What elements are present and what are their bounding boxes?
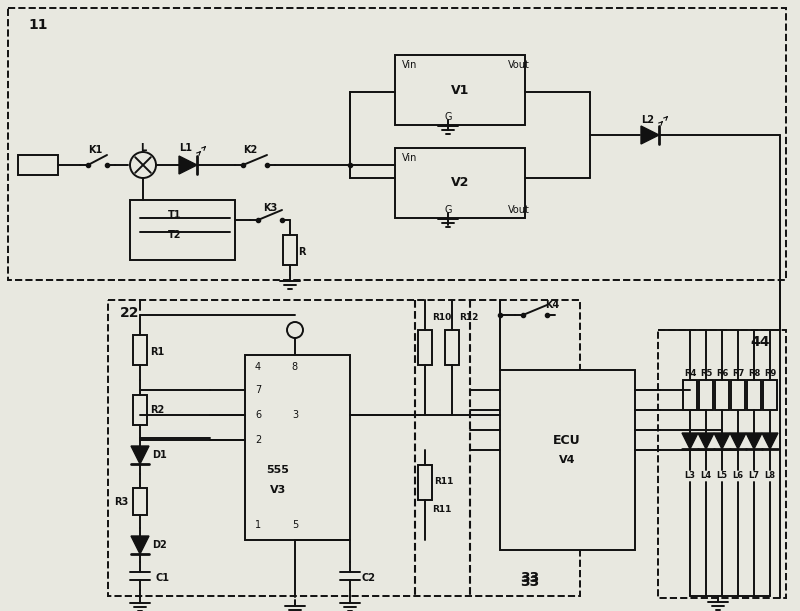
Text: 11: 11 [28,18,47,32]
Text: Vout: Vout [508,205,530,215]
Circle shape [130,152,156,178]
Bar [283,235,297,265]
Bar [763,380,777,410]
Text: L2: L2 [642,115,654,125]
Text: L8: L8 [765,472,775,480]
Bar [245,355,350,540]
Polygon shape [746,433,762,449]
Bar [418,330,432,365]
Text: 8: 8 [292,362,298,372]
Polygon shape [714,433,730,449]
Text: Vin: Vin [402,60,418,70]
Text: K4: K4 [545,300,559,310]
Text: R11: R11 [434,478,454,486]
Text: R2: R2 [150,405,164,415]
Text: R3: R3 [114,497,128,507]
Polygon shape [682,433,698,449]
Text: L7: L7 [749,472,759,480]
Bar [108,300,580,596]
Text: R8: R8 [748,370,760,378]
Text: 33: 33 [520,575,540,589]
Text: L6: L6 [733,472,743,480]
Text: R: R [298,247,306,257]
Text: V4: V4 [558,455,575,465]
Text: R7: R7 [732,370,744,378]
Text: 44: 44 [750,335,770,349]
Text: L3: L3 [685,472,695,480]
Bar [8,8,786,280]
Bar [395,55,525,125]
Text: 3: 3 [292,410,298,420]
Text: G: G [444,112,452,122]
Text: C2: C2 [362,573,376,583]
Bar [731,380,745,410]
Text: R11: R11 [432,505,451,514]
Bar [699,380,713,410]
Bar [133,335,147,365]
Bar [133,488,147,515]
Text: R5: R5 [700,370,712,378]
Circle shape [287,322,303,338]
Text: K1: K1 [88,145,102,155]
Bar [658,330,786,598]
Text: 4: 4 [255,362,261,372]
Text: R4: R4 [684,370,696,378]
Text: L4: L4 [701,472,711,480]
Polygon shape [730,433,746,449]
Text: ECU: ECU [553,433,581,447]
Text: V2: V2 [451,177,469,189]
Text: R10: R10 [432,313,451,323]
Polygon shape [179,156,197,174]
Polygon shape [641,126,659,144]
Text: 33: 33 [520,571,540,585]
Bar [395,148,525,218]
Text: 5: 5 [292,520,298,530]
Text: Vout: Vout [508,60,530,70]
Text: 7: 7 [255,385,262,395]
Polygon shape [131,536,149,554]
Text: D2: D2 [152,540,166,550]
Text: V3: V3 [270,485,286,495]
Text: 1: 1 [255,520,261,530]
Text: D1: D1 [152,450,166,460]
Text: V1: V1 [451,84,469,97]
Polygon shape [131,446,149,464]
Text: K2: K2 [243,145,257,155]
Text: L1: L1 [179,143,193,153]
Text: 22: 22 [120,306,139,320]
Bar [747,380,761,410]
Text: C1: C1 [155,573,169,583]
Text: L5: L5 [717,472,727,480]
Bar [715,380,729,410]
Bar [18,155,58,175]
Text: L: L [140,143,146,153]
Bar [130,200,235,260]
Text: 6: 6 [255,410,261,420]
Text: 555: 555 [266,465,290,475]
Text: T2: T2 [168,230,182,240]
Text: R6: R6 [716,370,728,378]
Bar [418,465,432,500]
Text: R9: R9 [764,370,776,378]
Bar [133,395,147,425]
Polygon shape [698,433,714,449]
Polygon shape [762,433,778,449]
Text: G: G [444,205,452,215]
Bar [500,370,635,550]
Text: R1: R1 [150,347,164,357]
Text: K3: K3 [263,203,277,213]
Text: R12: R12 [459,313,478,323]
Bar [445,330,459,365]
Text: Vin: Vin [402,153,418,163]
Bar [683,380,697,410]
Text: 2: 2 [255,435,262,445]
Text: T1: T1 [168,210,182,220]
